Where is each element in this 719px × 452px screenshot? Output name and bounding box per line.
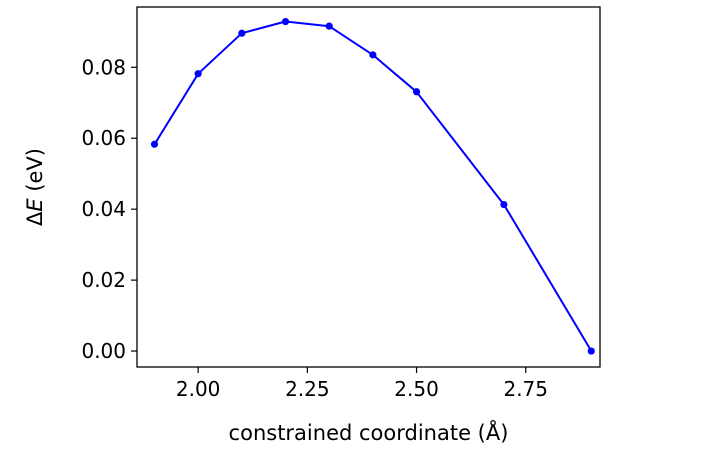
ticks: 2.00 2.25 2.50 2.75 0.00 0.02 0.04 0.06 0.08 <box>81 55 548 401</box>
x-axis-label: constrained coordinate (Å) <box>229 419 509 445</box>
data-point <box>500 200 508 209</box>
data-point <box>412 88 421 96</box>
y-tick-label: 0.06 <box>81 126 126 150</box>
x-tick-label: 2.50 <box>394 377 439 401</box>
x-tick-label: 2.00 <box>176 377 221 401</box>
x-tick-label: 2.25 <box>285 377 330 401</box>
y-axis-label-symbol: Δ <box>23 211 47 226</box>
y-axis-label: ΔE (eV) <box>23 148 47 226</box>
series-line <box>153 20 593 352</box>
x-tick-label: 2.75 <box>503 377 548 401</box>
data-point <box>369 51 377 59</box>
data-point <box>587 347 595 355</box>
y-tick-label: 0.02 <box>81 268 126 292</box>
data-point <box>238 29 246 37</box>
data-point <box>325 22 333 30</box>
data-point <box>150 140 159 148</box>
data-point <box>194 70 202 78</box>
y-axis-label-variable: E <box>23 198 47 212</box>
y-tick-label: 0.04 <box>81 197 126 221</box>
plot-area <box>150 17 595 355</box>
y-tick-label: 0.00 <box>81 339 126 363</box>
plot-frame <box>136 6 601 368</box>
data-point <box>281 17 290 26</box>
y-axis-label-unit: (eV) <box>23 148 47 198</box>
y-tick-label: 0.08 <box>81 55 126 79</box>
